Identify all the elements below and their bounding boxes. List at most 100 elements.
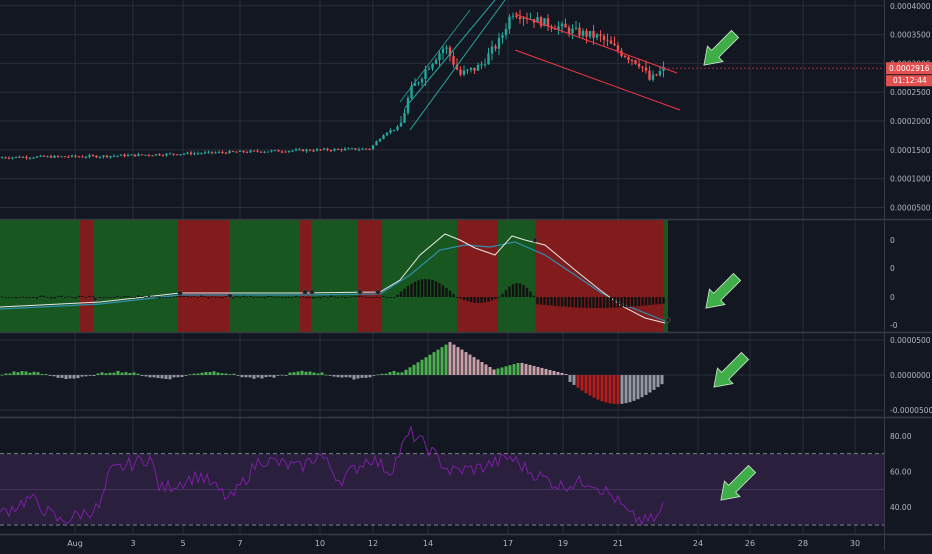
histogram-bar [520, 362, 524, 375]
candle-body [595, 34, 599, 38]
candle-body [329, 150, 333, 152]
histogram-bar [548, 369, 552, 375]
histogram-bar [357, 295, 361, 297]
histogram-bar [536, 297, 539, 305]
histogram-bar [473, 297, 476, 303]
candle-body [39, 155, 42, 157]
histogram-bar [382, 295, 385, 297]
candle-body [518, 16, 522, 19]
histogram-bar [25, 297, 28, 299]
candle-body [623, 55, 627, 58]
time-axis-label: 10 [315, 539, 325, 548]
histogram-bar [14, 297, 18, 299]
histogram-bar [552, 370, 556, 375]
histogram-bar [316, 373, 320, 375]
candle-body [539, 17, 543, 27]
histogram-bar [508, 365, 512, 375]
histogram-bar [516, 362, 520, 375]
histogram-bar [126, 295, 130, 297]
histogram-bar [49, 297, 53, 299]
histogram-bar [39, 295, 42, 297]
candle-body [200, 153, 203, 155]
histogram-bar [456, 347, 460, 375]
indicator-1-series [0, 233, 671, 324]
histogram-bar [188, 374, 192, 376]
histogram-bar [4, 297, 7, 298]
histogram-bar [628, 375, 632, 403]
candle-body [392, 129, 396, 131]
histogram-bar [147, 295, 151, 297]
candle-body [49, 156, 53, 158]
histogram-bar [504, 289, 508, 297]
time-axis[interactable]: Aug 3 5 7 10 12 14 17 19 21 24 26 28 30 [67, 539, 860, 548]
histogram-bar [468, 354, 472, 375]
band-green [382, 220, 457, 332]
histogram-bar [88, 295, 91, 297]
green-arrow-icon [703, 29, 740, 66]
histogram-bar [210, 296, 214, 298]
histogram-bar [636, 375, 640, 400]
histogram-bar [602, 297, 606, 308]
histogram-bar [152, 375, 156, 378]
histogram-bar [480, 297, 483, 303]
histogram-bar [42, 295, 46, 297]
ascending-channel-mid [399, 9, 471, 103]
candle-body [35, 156, 39, 158]
histogram-bar [440, 347, 444, 375]
histogram-bar [396, 294, 399, 297]
candle-body [196, 153, 200, 155]
candle-body [606, 39, 609, 41]
annotation-arrows [703, 29, 757, 501]
histogram-bar [182, 295, 186, 297]
histogram-bar [529, 291, 532, 297]
histogram-bar [344, 375, 348, 378]
green-arrow-shape [713, 351, 750, 388]
candle-body [490, 46, 494, 54]
histogram-bar [660, 375, 664, 385]
candle-body [74, 155, 77, 157]
histogram-bar [21, 296, 25, 298]
histogram-bar [287, 297, 291, 298]
histogram-bar [308, 371, 312, 375]
countdown-text: 01:12:44 [893, 76, 927, 85]
candle-body [385, 132, 389, 136]
histogram-bar [424, 279, 427, 297]
candle-body [161, 155, 165, 157]
price-axis-tick: 0.0002500 [890, 88, 931, 97]
histogram-bar [630, 297, 634, 307]
histogram-bar [74, 297, 77, 299]
indicator-1-background-bands [0, 220, 668, 332]
histogram-bar [396, 372, 400, 375]
histogram-bar [172, 375, 176, 378]
histogram-bar [228, 374, 232, 375]
histogram-bar [109, 297, 112, 298]
price-candles [0, 9, 665, 160]
histogram-bar [406, 285, 410, 297]
histogram-bar [56, 375, 60, 378]
histogram-bar [88, 375, 92, 376]
histogram-bar [448, 290, 452, 297]
candle-body [224, 152, 228, 154]
time-axis-label: 14 [423, 539, 433, 548]
histogram-bar [525, 287, 529, 297]
histogram-bar [620, 375, 624, 404]
candle-body [382, 135, 385, 140]
histogram-bar [652, 375, 656, 390]
histogram-bar [284, 297, 287, 298]
histogram-bar [427, 279, 431, 297]
histogram-bar [380, 373, 384, 375]
candle-body [501, 35, 504, 38]
time-axis-label: 17 [503, 539, 513, 548]
candle-body [291, 150, 294, 152]
histogram-bar [640, 375, 644, 398]
histogram-bar [540, 367, 544, 375]
histogram-bar [634, 297, 637, 307]
candle-body [431, 63, 434, 69]
histogram-bar [420, 279, 424, 297]
candle-body [119, 154, 123, 156]
candle-body [259, 151, 263, 153]
histogram-bar [567, 297, 571, 308]
